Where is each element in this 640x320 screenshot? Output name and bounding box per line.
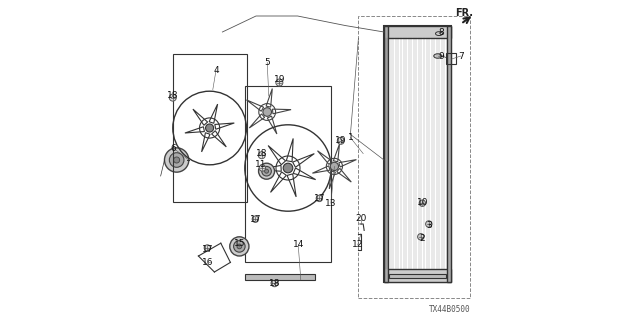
Text: 11: 11 — [255, 160, 266, 169]
Text: 17: 17 — [202, 245, 213, 254]
Bar — [358, 16, 470, 298]
Text: 2: 2 — [419, 234, 424, 243]
Text: 17: 17 — [314, 194, 325, 203]
Circle shape — [169, 94, 177, 101]
Text: 9: 9 — [438, 52, 444, 60]
Circle shape — [419, 200, 426, 206]
Circle shape — [276, 79, 283, 86]
Text: 18: 18 — [167, 91, 179, 100]
Text: 16: 16 — [202, 258, 214, 267]
Ellipse shape — [436, 32, 443, 36]
Circle shape — [316, 195, 323, 202]
Bar — [173, 54, 247, 202]
Circle shape — [259, 163, 275, 179]
Text: TX44B0500: TX44B0500 — [429, 305, 470, 314]
Text: 7: 7 — [458, 52, 463, 60]
Circle shape — [205, 124, 214, 132]
Circle shape — [262, 166, 271, 176]
Text: 13: 13 — [325, 199, 337, 208]
Bar — [447, 26, 451, 282]
Circle shape — [173, 157, 180, 163]
Circle shape — [283, 163, 293, 173]
Bar — [245, 274, 315, 280]
Circle shape — [337, 137, 344, 144]
Bar — [388, 274, 447, 278]
Circle shape — [252, 216, 259, 222]
Text: 20: 20 — [355, 214, 367, 223]
Text: 8: 8 — [438, 28, 444, 36]
Circle shape — [264, 169, 269, 173]
Ellipse shape — [434, 54, 442, 58]
Circle shape — [271, 280, 278, 287]
Circle shape — [259, 152, 265, 159]
Bar — [384, 269, 451, 282]
Text: 5: 5 — [264, 58, 270, 67]
Text: 1: 1 — [348, 133, 353, 142]
Circle shape — [417, 234, 424, 240]
Bar — [384, 26, 451, 282]
Text: 18: 18 — [269, 279, 280, 288]
Text: 19: 19 — [275, 75, 285, 84]
Circle shape — [237, 244, 242, 249]
Text: 17: 17 — [250, 215, 261, 224]
Circle shape — [170, 153, 184, 167]
Circle shape — [204, 245, 211, 251]
Text: 18: 18 — [256, 149, 268, 158]
Bar — [245, 86, 332, 262]
Circle shape — [230, 237, 249, 256]
Bar — [384, 26, 388, 282]
Circle shape — [259, 165, 266, 171]
Text: 4: 4 — [213, 66, 219, 75]
Text: 6: 6 — [171, 144, 176, 153]
Bar — [447, 53, 456, 64]
Text: FR.: FR. — [455, 8, 473, 18]
Circle shape — [263, 108, 271, 116]
Circle shape — [164, 148, 189, 172]
Circle shape — [426, 221, 432, 227]
Circle shape — [234, 241, 245, 252]
Text: 3: 3 — [427, 221, 432, 230]
Text: 19: 19 — [335, 136, 346, 145]
Circle shape — [330, 162, 339, 171]
Bar — [384, 26, 451, 38]
Text: 10: 10 — [417, 198, 429, 207]
Text: 15: 15 — [234, 239, 245, 248]
Text: 14: 14 — [292, 240, 304, 249]
Text: 12: 12 — [352, 240, 364, 249]
